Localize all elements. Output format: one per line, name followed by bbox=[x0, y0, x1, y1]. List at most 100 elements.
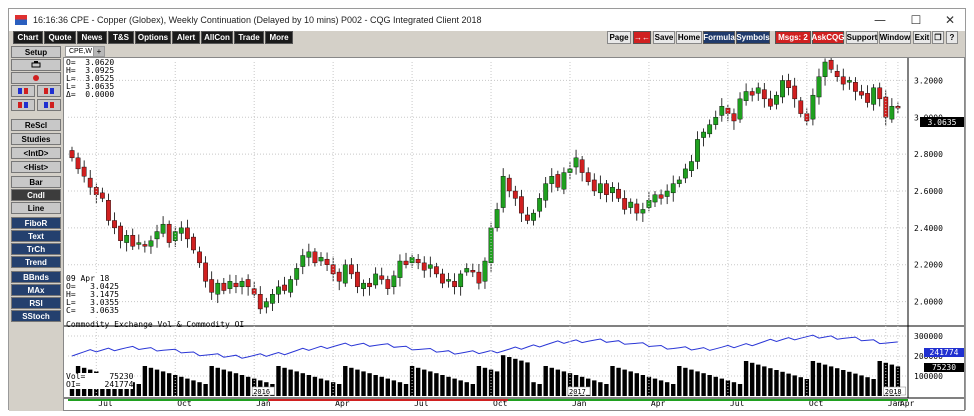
symbols-button[interactable]: Symbols bbox=[736, 31, 770, 44]
studies-button[interactable]: Studies bbox=[11, 133, 61, 145]
add-tab-button[interactable]: + bbox=[93, 46, 105, 57]
chart-button[interactable]: Chart bbox=[13, 31, 43, 44]
trend-channel-button[interactable]: TrCh bbox=[11, 243, 61, 255]
price-chart[interactable]: 3.20003.00002.80002.60002.40002.20002.00… bbox=[64, 54, 964, 410]
formula-button[interactable]: Formula bbox=[703, 31, 735, 44]
year-box bbox=[251, 386, 275, 396]
candle-body bbox=[306, 251, 312, 258]
intraday-button[interactable]: <IntD> bbox=[11, 147, 61, 159]
chart-area[interactable]: 3.20003.00002.80002.60002.40002.20002.00… bbox=[63, 54, 965, 411]
cursor-button[interactable] bbox=[11, 72, 61, 84]
candle-body bbox=[840, 76, 846, 85]
volume-bar bbox=[743, 361, 749, 396]
trade-button[interactable]: Trade bbox=[234, 31, 264, 44]
volume-bar bbox=[695, 371, 700, 396]
session-strip bbox=[268, 399, 508, 401]
window-menu-button[interactable]: Window bbox=[879, 31, 911, 44]
tab-cpe-weekly[interactable]: CPE,W bbox=[65, 46, 96, 57]
volume-bar bbox=[537, 384, 542, 396]
volume-bar bbox=[853, 373, 858, 396]
volume-bar bbox=[227, 371, 233, 396]
volume-bar bbox=[671, 384, 676, 396]
maximize-button[interactable]: ☐ bbox=[910, 13, 922, 27]
volume-bar bbox=[634, 373, 639, 396]
close-button[interactable]: ✕ bbox=[944, 13, 956, 27]
candle-body bbox=[209, 279, 215, 293]
scroll-left-button[interactable] bbox=[11, 99, 35, 111]
x-axis-label: Jan bbox=[572, 399, 587, 408]
candle-body bbox=[780, 80, 785, 98]
messages-button[interactable]: Msgs: 2 bbox=[775, 31, 811, 44]
allcon-button[interactable]: AllCon bbox=[201, 31, 233, 44]
alert-button[interactable]: Alert bbox=[172, 31, 200, 44]
news-button[interactable]: News bbox=[77, 31, 107, 44]
stochastic-button[interactable]: SStoch bbox=[11, 310, 61, 322]
candle-body bbox=[124, 235, 130, 243]
candle-body bbox=[749, 91, 755, 96]
price-axis-label: 2.6000 bbox=[914, 187, 943, 196]
volume-bar bbox=[828, 366, 834, 396]
candle-body bbox=[385, 279, 391, 289]
options-button[interactable]: Options bbox=[135, 31, 171, 44]
vol-value: Vol= 75230 bbox=[66, 372, 134, 381]
x-axis-label: Jul bbox=[98, 399, 113, 408]
candle-body bbox=[178, 227, 184, 234]
candle-body bbox=[853, 82, 858, 92]
exit-button[interactable]: Exit bbox=[913, 31, 931, 44]
page-button[interactable]: Page bbox=[607, 31, 631, 44]
candle-body bbox=[142, 244, 148, 247]
quote-button[interactable]: Quote bbox=[44, 31, 76, 44]
more-button[interactable]: More bbox=[265, 31, 293, 44]
candle-body bbox=[112, 220, 117, 229]
candle-body bbox=[500, 176, 506, 208]
readout-high: H= 3.0925 bbox=[66, 66, 115, 75]
candle-body bbox=[689, 161, 694, 171]
candle-body bbox=[160, 223, 166, 234]
candle-body bbox=[816, 76, 822, 98]
volume-bar bbox=[658, 380, 664, 396]
volume-bar bbox=[385, 378, 390, 396]
chart-tab-bar: CPE,W + bbox=[63, 45, 965, 57]
candle-body bbox=[197, 251, 202, 264]
rsi-button[interactable]: RSI bbox=[11, 297, 61, 309]
minimize-button[interactable]: — bbox=[874, 13, 886, 27]
moving-average-button[interactable]: MAx bbox=[11, 284, 61, 296]
askcqg-button[interactable]: AskCQG bbox=[811, 31, 845, 44]
candle-body bbox=[531, 212, 536, 221]
candle-chart-button[interactable]: Cndl bbox=[11, 189, 61, 201]
text-tool-button[interactable]: Text bbox=[11, 230, 61, 242]
print-button[interactable] bbox=[11, 59, 61, 71]
candle-body bbox=[184, 227, 190, 240]
trend-line-button[interactable]: Trend bbox=[11, 256, 61, 268]
bar-chart-button[interactable]: Bar bbox=[11, 176, 61, 188]
save-button[interactable]: Save bbox=[653, 31, 675, 44]
support-button[interactable]: Support bbox=[846, 31, 878, 44]
volume-bar bbox=[294, 371, 299, 396]
candle-body bbox=[822, 61, 828, 77]
zoom-in-button[interactable] bbox=[11, 85, 35, 97]
page-arrows-button[interactable]: →← bbox=[633, 31, 651, 44]
candle-body bbox=[130, 235, 136, 247]
volume-tag: 75230 bbox=[924, 363, 964, 372]
volume-bar bbox=[288, 369, 293, 396]
volume-bar bbox=[239, 375, 245, 396]
candle-body bbox=[324, 258, 330, 265]
volume-bar bbox=[664, 382, 670, 396]
fibonacci-button[interactable]: FiboR bbox=[11, 217, 61, 229]
restore-icon[interactable]: ❐ bbox=[932, 31, 944, 44]
candle-body bbox=[512, 190, 518, 199]
volume-bar bbox=[154, 369, 160, 396]
candle-body bbox=[622, 198, 628, 210]
history-button[interactable]: <Hist> bbox=[11, 161, 61, 173]
setup-button[interactable]: Setup bbox=[11, 46, 61, 58]
help-button[interactable]: ? bbox=[946, 31, 958, 44]
zoom-out-button[interactable] bbox=[37, 85, 61, 97]
line-chart-button[interactable]: Line bbox=[11, 202, 61, 214]
title-bar: 16:16:36 CPE - Copper (Globex), Weekly C… bbox=[9, 9, 965, 31]
rescale-button[interactable]: ReScl bbox=[11, 119, 61, 131]
scroll-right-button[interactable] bbox=[37, 99, 61, 111]
ts-button[interactable]: T&S bbox=[108, 31, 134, 44]
bollinger-button[interactable]: BBnds bbox=[11, 271, 61, 283]
candle-body bbox=[519, 196, 524, 214]
home-button[interactable]: Home bbox=[676, 31, 702, 44]
